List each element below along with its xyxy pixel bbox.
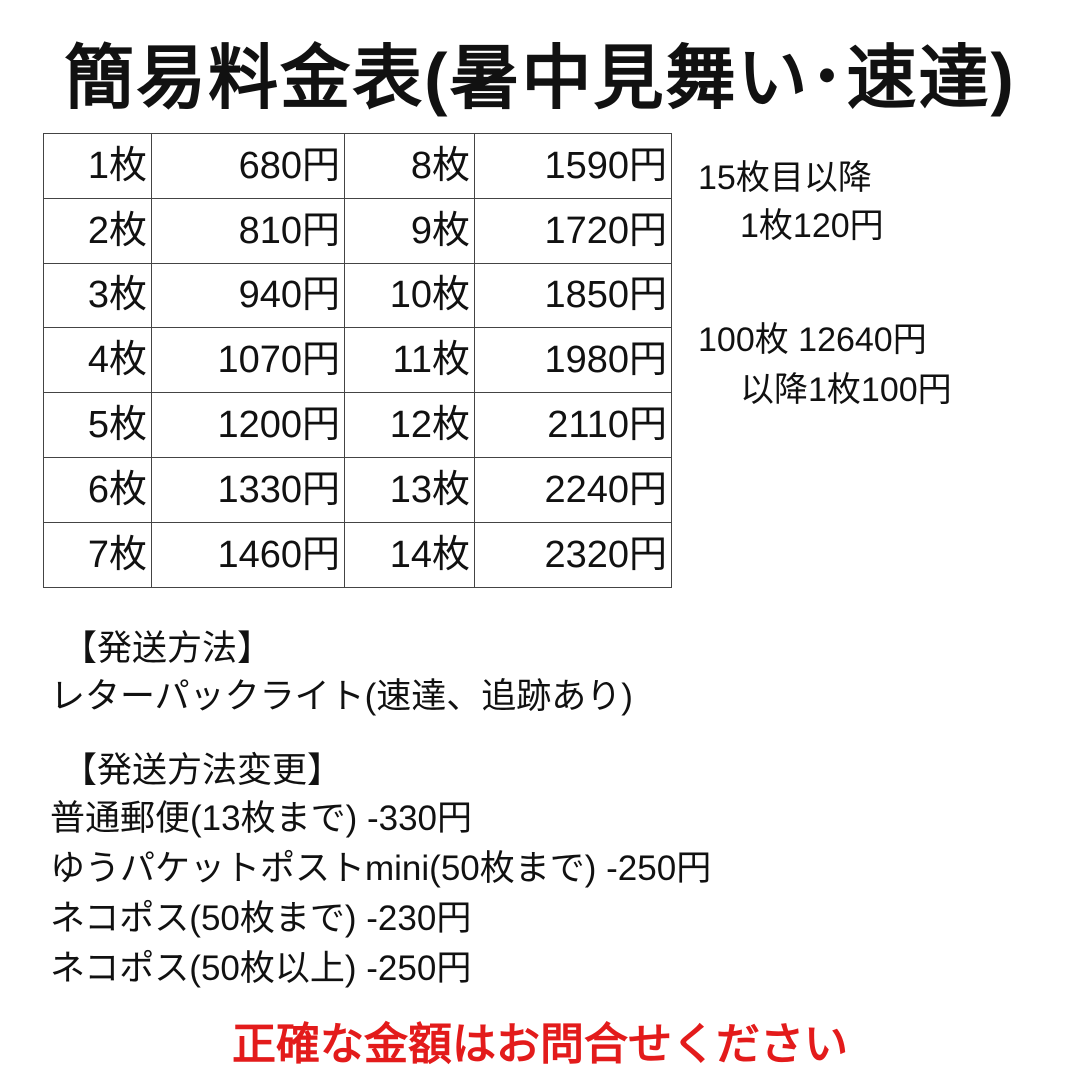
page-title: 簡易料金表(暑中見舞い･速達)	[64, 39, 1016, 117]
price-cell: 1070円	[151, 327, 345, 394]
quantity-cell: 7枚	[43, 521, 152, 588]
table-row: 2枚 810円 9枚 1720円	[43, 197, 672, 264]
quantity-cell: 6枚	[43, 456, 152, 523]
quantity-cell: 10枚	[344, 262, 475, 329]
quantity-cell: 3枚	[43, 262, 152, 329]
quantity-cell: 13枚	[344, 456, 475, 523]
quantity-cell: 9枚	[344, 197, 475, 264]
table-row: 3枚 940円 10枚 1850円	[43, 262, 672, 329]
change-item: ネコポス(50枚以上) -250円	[50, 949, 472, 988]
price-cell: 810円	[151, 197, 345, 264]
footer-notice: 正確な金額はお問合せください	[232, 1020, 848, 1069]
price-cell: 2240円	[474, 456, 672, 523]
note-after-100: 100枚 12640円	[698, 321, 927, 359]
quantity-cell: 1枚	[43, 133, 152, 199]
table-row: 6枚 1330円 13枚 2240円	[43, 456, 672, 523]
quantity-cell: 4枚	[43, 327, 152, 394]
table-row: 1枚 680円 8枚 1590円	[43, 133, 672, 199]
change-item: 普通郵便(13枚まで) -330円	[50, 799, 473, 838]
shipping-heading: 【発送方法】	[62, 629, 273, 668]
table-row: 5枚 1200円 12枚 2110円	[43, 392, 672, 458]
quantity-cell: 5枚	[43, 392, 152, 458]
table-row: 4枚 1070円 11枚 1980円	[43, 327, 672, 394]
price-cell: 2110円	[474, 392, 672, 458]
shipping-method: レターパックライト(速達、追跡あり)	[50, 677, 633, 716]
quantity-cell: 12枚	[344, 392, 475, 458]
price-cell: 680円	[151, 133, 345, 199]
note-after-15-price: 1枚120円	[740, 207, 884, 245]
price-cell: 1590円	[474, 133, 672, 199]
price-cell: 1850円	[474, 262, 672, 329]
quantity-cell: 11枚	[344, 327, 475, 394]
note-after-100-price: 以降1枚100円	[740, 371, 952, 409]
price-cell: 1980円	[474, 327, 672, 394]
price-cell: 2320円	[474, 521, 672, 588]
quantity-cell: 2枚	[43, 197, 152, 264]
price-cell: 940円	[151, 262, 345, 329]
table-row: 7枚 1460円 14枚 2320円	[43, 521, 672, 588]
price-table: 1枚 680円 8枚 1590円 2枚 810円 9枚 1720円 3枚 940円 10枚 1850円…	[43, 133, 672, 588]
change-heading: 【発送方法変更】	[62, 751, 343, 790]
price-cell: 1720円	[474, 197, 672, 264]
change-item: ゆうパケットポストmini(50枚まで) -250円	[50, 849, 712, 888]
price-cell: 1200円	[151, 392, 345, 458]
quantity-cell: 14枚	[344, 521, 475, 588]
note-after-15: 15枚目以降	[698, 159, 872, 197]
quantity-cell: 8枚	[344, 133, 475, 199]
price-cell: 1460円	[151, 521, 345, 588]
price-cell: 1330円	[151, 456, 345, 523]
change-item: ネコポス(50枚まで) -230円	[50, 899, 472, 938]
